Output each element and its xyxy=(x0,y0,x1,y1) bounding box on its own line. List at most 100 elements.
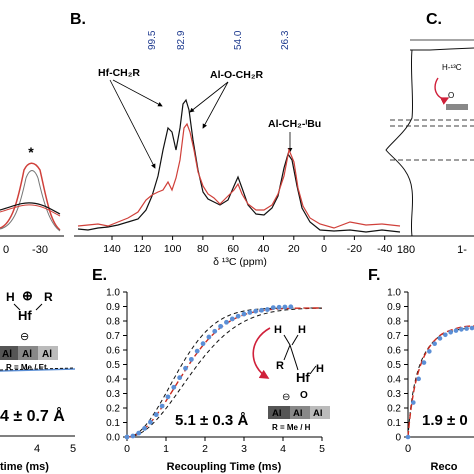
panel-f-data-point xyxy=(411,400,416,405)
panel-e-surface-2 xyxy=(290,406,310,419)
panel-e-al-1: Al xyxy=(272,408,282,419)
panel-a-black-spectrum xyxy=(0,202,61,215)
panel-d-x-label: time (ms) xyxy=(0,461,49,473)
panel-f-points xyxy=(405,325,474,440)
panel-e-y-tick-label: 0.4 xyxy=(106,375,120,386)
panel-f-data-point xyxy=(443,332,448,338)
panel-a-grey-spectrum xyxy=(0,170,61,232)
panel-c-surface xyxy=(446,104,468,110)
panel-e-x-tick-label: 4 xyxy=(280,443,286,455)
panel-e-data-point xyxy=(282,304,288,310)
panel-e-y-tick-label: 0.9 xyxy=(106,302,120,313)
annotation-al-o-ch2r: Al-O-CH₂R xyxy=(210,69,263,81)
panel-e-h3: H xyxy=(316,363,324,375)
panel-e-data-point xyxy=(224,319,229,325)
panel-d: H ⊕ R Hf ⊖ Al Al Al R = Me / Et 4 ± 0.7 … xyxy=(0,288,76,473)
panel-e-data-point xyxy=(136,430,142,436)
panel-e: E. 1.0 0.9 0.8 0.7 0.6 0.5 0.4 0.3 0.2 0.1 0.0 0 1 2… xyxy=(92,267,330,473)
panel-e-data-point xyxy=(206,334,212,340)
peak-label-99-5: 99.5 xyxy=(147,30,158,50)
panel-e-data-point xyxy=(194,348,200,354)
panel-d-data xyxy=(0,368,76,372)
panel-f-y-tick-label: 1.0 xyxy=(387,288,401,299)
panel-e-x-tick-label: 1 xyxy=(163,443,169,455)
panel-f-data-point xyxy=(416,376,421,382)
panel-e-y-tick-label: 0.3 xyxy=(106,389,120,400)
panel-e-label: E. xyxy=(92,267,107,284)
panel-f-y-ticks: 1.0 0.9 0.8 0.7 0.6 0.5 0.4 0.3 0.2 0.1 0 xyxy=(387,288,408,444)
panel-d-bond-2 xyxy=(35,303,43,311)
panel-c-label: C. xyxy=(426,11,442,28)
panel-b-tick-label: 140 xyxy=(103,243,121,255)
panel-e-x-tick-label: 2 xyxy=(202,443,208,455)
panel-c-mol-label: H-¹³C xyxy=(442,63,462,72)
panel-a-tick-minus30: -30 xyxy=(32,244,48,256)
panel-e-distance: 5.1 ± 0.3 Å xyxy=(175,412,248,429)
panel-e-y-tick-label: 0.2 xyxy=(106,404,120,415)
panel-f-data-point xyxy=(459,327,464,332)
panel-e-data-point xyxy=(124,434,130,440)
panel-f-data-point xyxy=(405,434,411,440)
panel-e-points xyxy=(124,304,294,440)
panel-d-surface-1 xyxy=(0,346,18,360)
panel-b-tick-label: 80 xyxy=(197,243,209,255)
peak-label-54-0: 54.0 xyxy=(233,30,244,50)
panel-e-data-point xyxy=(165,394,171,400)
panel-e-o: O xyxy=(300,390,308,401)
panel-f-x-label: Reco xyxy=(431,461,458,473)
panel-f-data-point xyxy=(421,360,427,365)
panel-e-data-point xyxy=(229,316,235,322)
panel-e-x-tick-label: 0 xyxy=(124,443,130,455)
panel-e-y-tick-label: 1.0 xyxy=(106,288,120,299)
panel-e-data-point xyxy=(159,403,165,409)
panel-f-fit xyxy=(407,325,474,438)
panel-d-al-2: Al xyxy=(22,349,32,360)
panel-e-y-tick-label: 0.0 xyxy=(106,433,120,444)
panel-e-r-def: R = Me / H xyxy=(272,423,311,432)
panel-e-y-ticks: 1.0 0.9 0.8 0.7 0.6 0.5 0.4 0.3 0.2 0.1 0.0 xyxy=(106,288,127,444)
panel-e-y-tick-label: 0.5 xyxy=(106,360,120,371)
panel-f-y-tick-label: 0 xyxy=(395,433,401,444)
panel-e-minus: ⊖ xyxy=(282,392,290,403)
panel-e-bond-4 xyxy=(289,344,299,371)
panel-e-data-point xyxy=(288,304,294,310)
panel-f-data-point xyxy=(469,325,474,331)
panel-b-label: B. xyxy=(70,11,86,28)
panel-a-star: * xyxy=(28,144,34,160)
panel-e-data-point xyxy=(200,341,206,347)
panel-e-x-tick-label: 5 xyxy=(319,443,325,455)
panel-e-data-point xyxy=(253,308,259,314)
panel-c-tick-2: 1- xyxy=(457,244,467,256)
panel-b-tick-label: 20 xyxy=(288,243,300,255)
arrow-alo-1 xyxy=(189,81,229,113)
panel-e-data-point xyxy=(212,328,218,334)
panel-b-tick-label: 40 xyxy=(258,243,270,255)
panel-c-mol-o: O xyxy=(448,91,454,100)
panel-e-data-point xyxy=(241,311,247,317)
panel-a: * 0 -30 xyxy=(0,144,64,256)
panel-e-data-point xyxy=(177,375,183,381)
panel-f-y-tick-label: 0.6 xyxy=(387,346,401,357)
panel-f-y-tick-label: 0.9 xyxy=(387,302,401,313)
panel-e-data-point xyxy=(265,307,270,312)
panel-b-tick-label: 60 xyxy=(227,243,239,255)
panel-b-tick-label: -20 xyxy=(347,243,362,255)
panel-c-tick-180: 180 xyxy=(397,244,415,256)
panel-f-y-tick-label: 0.4 xyxy=(387,375,401,386)
panel-f-data-point xyxy=(464,326,469,331)
panel-e-surface-3 xyxy=(310,406,330,419)
annotation-hf-ch2r: Hf-CH₂R xyxy=(98,67,140,79)
panel-e-data-point xyxy=(235,313,241,319)
panel-e-data-point xyxy=(142,426,147,431)
panel-e-r: R xyxy=(276,360,284,372)
panel-e-bond-3 xyxy=(283,344,291,361)
panel-e-y-tick-label: 0.8 xyxy=(106,317,120,328)
arrow-alo-2 xyxy=(202,81,229,129)
panel-f-y-tick-label: 0.1 xyxy=(387,418,401,429)
panel-e-data-point xyxy=(259,307,264,313)
panel-e-data-point xyxy=(247,310,253,315)
panel-d-al-1: Al xyxy=(2,349,12,360)
panel-f-distance: 1.9 ± 0 xyxy=(422,412,468,429)
panel-e-surface-1 xyxy=(268,406,290,419)
panel-d-al-3: Al xyxy=(42,349,52,360)
